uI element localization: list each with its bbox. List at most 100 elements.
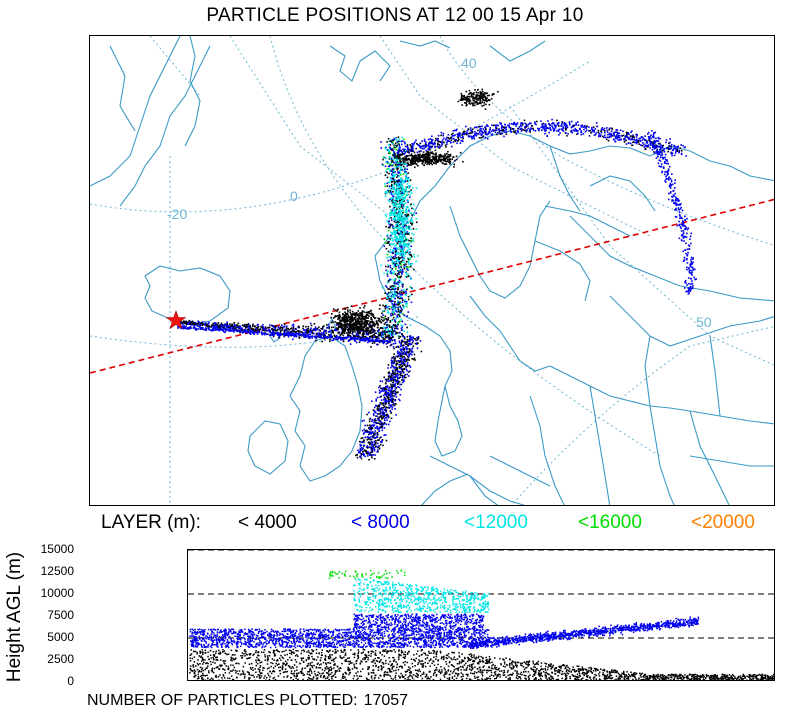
particle-dot <box>356 456 359 459</box>
particle-dot <box>304 333 306 336</box>
particle-dot <box>352 312 354 315</box>
particle-dot <box>471 131 474 133</box>
particle-dot <box>365 446 368 449</box>
particle-dot <box>393 282 395 284</box>
particle-dot <box>403 200 405 202</box>
particle-dot <box>459 142 462 144</box>
particle-dot <box>293 335 295 338</box>
particle-dot <box>505 126 507 128</box>
particle-dot <box>252 327 254 330</box>
particle-dot <box>411 155 414 157</box>
particle-dot <box>375 322 378 325</box>
particle-dot <box>336 335 338 337</box>
particle-dot <box>404 148 406 151</box>
particle-dot <box>392 190 394 193</box>
particle-dot <box>390 361 393 364</box>
particle-dot <box>429 162 432 164</box>
particle-dot <box>389 178 392 181</box>
particle-dot <box>409 179 412 181</box>
particle-dot <box>629 138 632 141</box>
particle-dot <box>516 122 519 124</box>
particle-dot <box>201 324 204 327</box>
particle-dot <box>363 439 365 441</box>
particle-dot <box>462 131 464 134</box>
particle-dot <box>518 126 521 128</box>
particle-dot <box>397 152 400 155</box>
particle-dot <box>261 332 263 335</box>
particle-dot <box>445 163 448 165</box>
particle-dot <box>364 340 366 342</box>
particle-dot <box>389 292 392 294</box>
particle-dot <box>410 203 412 205</box>
particle-dot <box>398 297 401 300</box>
border-line <box>569 215 774 302</box>
particle-dot <box>368 340 370 343</box>
particle-dot <box>511 128 514 130</box>
particle-dot <box>237 329 240 332</box>
particle-dot <box>354 313 356 316</box>
particle-dot <box>410 148 413 150</box>
particle-dot <box>402 362 404 364</box>
particle-dot <box>285 325 288 327</box>
particle-dot <box>373 333 375 336</box>
particle-dot <box>522 129 524 131</box>
particle-dot <box>199 328 202 330</box>
particle-dot <box>392 362 394 365</box>
particle-dot <box>387 295 390 298</box>
greenland-coast <box>119 45 211 207</box>
particle-dot <box>399 150 401 152</box>
particle-dot <box>370 316 372 319</box>
particle-dot <box>632 134 634 136</box>
particle-dot <box>644 147 647 150</box>
particle-dot <box>389 266 392 269</box>
particle-dot <box>378 337 380 340</box>
particle-dot <box>357 332 360 334</box>
particle-dot <box>581 124 584 127</box>
particle-dot <box>392 305 395 308</box>
particle-dot <box>314 329 317 332</box>
particle-dot <box>378 446 380 448</box>
particle-dot <box>389 298 391 300</box>
particle-dot <box>397 380 399 383</box>
particle-dot <box>566 126 569 128</box>
particle-dot <box>450 142 452 144</box>
particle-dot <box>317 332 320 334</box>
particle-dot <box>669 148 672 150</box>
particle-dot <box>390 258 392 261</box>
particle-dot <box>370 321 372 323</box>
particle-dot <box>244 330 246 333</box>
particle-dot <box>558 125 560 127</box>
particle-dot <box>389 405 392 408</box>
particle-dot <box>406 233 409 235</box>
particle-dot <box>349 324 352 326</box>
particle-dot <box>401 285 404 287</box>
particle-dot <box>623 138 626 140</box>
particle-dot <box>189 325 192 328</box>
particle-dot <box>307 335 310 337</box>
particle-dot <box>458 138 460 141</box>
particle-dot <box>236 326 238 328</box>
particle-dot <box>461 133 464 135</box>
particle-dot <box>354 326 357 329</box>
particle-dot <box>500 127 503 130</box>
particle-dot <box>390 390 392 393</box>
particle-dot <box>380 316 383 318</box>
particle-dot <box>411 338 414 341</box>
particle-dot <box>333 337 335 340</box>
particle-dot <box>635 139 637 142</box>
particle-dot <box>365 317 368 319</box>
particle-dot <box>187 322 190 324</box>
particle-dot <box>383 376 385 379</box>
particle-dot <box>570 120 573 123</box>
particle-dot <box>356 320 359 322</box>
particle-dot <box>401 268 404 271</box>
particle-dot <box>490 134 493 136</box>
particle-dot <box>366 424 369 427</box>
particle-dot <box>239 327 242 330</box>
particle-dot <box>239 329 241 332</box>
particle-dot <box>377 317 380 319</box>
particle-dot <box>360 339 362 342</box>
particle-dot <box>380 421 383 424</box>
particle-dot <box>375 415 377 417</box>
particle-dot <box>389 332 392 334</box>
